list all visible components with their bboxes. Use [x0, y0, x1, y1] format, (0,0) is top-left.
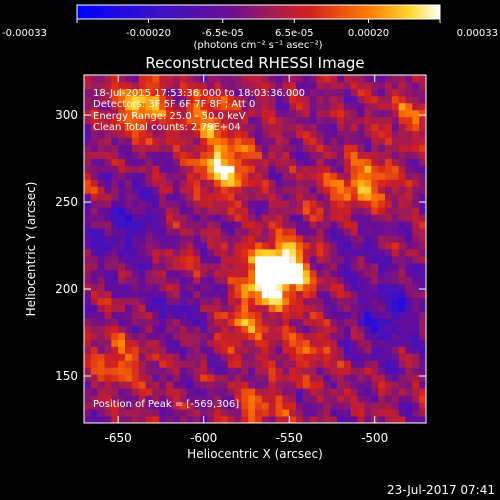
colorbar-tick-label: -6.5e-05 [202, 28, 244, 39]
colorbar-tick-label: 0.00033 [457, 28, 498, 39]
info-energy-range: Energy Range: 25.0 - 50.0 keV [93, 111, 246, 122]
x-axis-label: Heliocentric X (arcsec) [187, 447, 323, 461]
colorbar-unit-label: (photons cm⁻² s⁻¹ asec⁻²) [193, 40, 322, 51]
info-detectors: Detectors: 3F 5F 6F 7F 8F ; Att 0 [93, 99, 255, 110]
peak-position-label: Position of Peak = [-569,306] [93, 399, 239, 410]
x-tick-label: -600 [190, 431, 217, 445]
colorbar: -0.00033 -0.00020 -6.5e-05 6.5e-05 0.00020 0.… [2, 4, 498, 51]
chart-title: Reconstructed RHESSI Image [145, 54, 364, 72]
y-tick-label: 300 [55, 108, 78, 122]
colorbar-ticks [76, 19, 441, 23]
footer-date: 23-Jul-2017 07:41 [387, 483, 495, 497]
info-time-range: 18-Jul-2015 17:53:36.000 to 18:03:36.000 [93, 88, 305, 99]
colorbar-tick-label: -0.00020 [126, 28, 171, 39]
colorbar-frame [76, 4, 441, 20]
observation-info: 18-Jul-2015 17:53:36.000 to 18:03:36.000… [93, 88, 305, 133]
heatmap-image [84, 75, 426, 423]
colorbar-tick-label: -0.00033 [2, 28, 47, 39]
plot-area: -650 -600 -550 -500 150 200 250 300 [55, 74, 427, 445]
info-clean-counts: Clean Total counts: 2.79E+04 [93, 122, 241, 133]
x-tick-label: -650 [105, 431, 132, 445]
y-tick-label: 250 [55, 195, 78, 209]
plot-frame [83, 74, 427, 424]
colorbar-tick-label: 0.00020 [348, 28, 389, 39]
y-axis-label: Heliocentric Y (arcsec) [24, 182, 38, 317]
y-tick-label: 200 [55, 282, 78, 296]
x-tick-label: -550 [276, 431, 303, 445]
colorbar-tick-label: 6.5e-05 [275, 28, 313, 39]
colorbar-gradient [77, 5, 440, 19]
x-tick-label: -500 [361, 431, 388, 445]
y-axis-ticks: 150 200 250 300 [55, 108, 426, 383]
colorbar-tick-labels: -0.00033 -0.00020 -6.5e-05 6.5e-05 0.00020 0.… [2, 28, 498, 39]
x-axis-ticks: -650 -600 -550 -500 [105, 75, 388, 445]
y-tick-label: 150 [55, 369, 78, 383]
